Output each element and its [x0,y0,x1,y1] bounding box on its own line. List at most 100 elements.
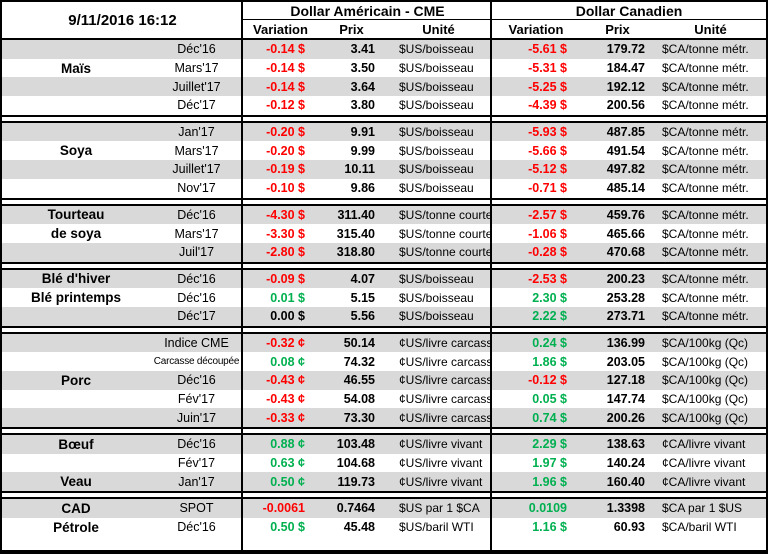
cad-price: 1.3398 [606,501,645,516]
usd-price: 104.68 [336,456,375,471]
table-row: Bœuf Déc'16 0.88 ¢ 103.48 ¢US/livre vivant 2.… [2,435,766,454]
section-divider [2,263,766,270]
cad-price: 60.93 [613,520,645,535]
datetime-label: 9/11/2016 16:12 [68,11,177,29]
cad-variation: 2.22 $ [532,309,567,324]
usd-unit: ¢US/livre carcasse [399,335,492,350]
cad-variation: -0.71 $ [528,181,567,196]
usd-unit: $US/boisseau [399,181,474,196]
usd-unit: $US/tonne courte [399,245,492,260]
commodity-label [2,123,150,142]
cad-unit: $CA/100kg (Qc) [662,354,749,369]
cad-section-title: Dollar Canadien [492,2,766,20]
usd-unit: $US/tonne courte [399,226,492,241]
commodity-label: Soya [59,143,93,159]
cad-unit-column-header: Unité [694,21,727,37]
cad-variation: 0.24 $ [532,335,567,350]
usd-unit: $US/baril WTI [399,520,474,535]
commodity-section: Déc'16 -0.14 $ 3.41 $US/boisseau -5.61 $ 179.… [2,40,766,117]
usd-variation: -0.10 $ [266,181,305,196]
contract-month: Jan'17 [178,474,215,489]
cad-variation: 2.29 $ [532,437,567,452]
usd-unit: ¢US/livre vivant [399,437,483,452]
contract-month: Juillet'17 [172,79,221,94]
usd-price: 5.15 [350,290,375,305]
commodity-label: Maïs [60,60,91,76]
usd-price: 3.50 [350,61,375,76]
usd-price: 74.32 [343,354,375,369]
cad-variation: 0.74 $ [532,410,567,425]
commodity-section: Blé d'hiver Déc'16 -0.09 $ 4.07 $US/boisseau… [2,269,766,328]
table-row: Déc'16 -0.14 $ 3.41 $US/boisseau -5.61 $ 179.… [2,40,766,59]
section-divider [2,493,766,500]
usd-price: 46.55 [343,373,375,388]
usd-variation: -0.14 $ [266,61,305,76]
usd-variation-column-header: Variation [253,21,308,37]
usd-price: 9.99 [350,143,375,158]
section-divider [2,199,766,206]
commodity-label: Pétrole [53,519,99,535]
usd-unit-column-header: Unité [422,21,455,37]
cad-unit: $CA/tonne métr. [662,125,749,140]
table-row: Porc Déc'16 -0.43 ¢ 46.55 ¢US/livre carcasse… [2,371,766,390]
table-row: Veau Jan'17 0.50 ¢ 119.73 ¢US/livre vivant 1.… [2,472,766,492]
cad-unit: $CA/tonne métr. [662,162,749,177]
usd-section-title: Dollar Américain - CME [243,2,492,20]
table-row: de soya Mars'17 -3.30 $ 315.40 $US/tonne cou… [2,224,766,243]
commodity-label: Veau [60,474,92,490]
table-row: Jan'17 -0.20 $ 9.91 $US/boisseau -5.93 $ 487.… [2,122,766,142]
table-row: Juil'17 -2.80 $ 318.80 $US/tonne courte -0.2… [2,242,766,262]
cad-variation: -5.31 $ [528,61,567,76]
cad-unit: $CA/tonne métr. [662,61,749,76]
commodity-label [2,352,150,371]
contract-month: Carcasse découpée [153,356,240,368]
usd-price: 9.91 [350,125,375,140]
usd-price: 3.80 [350,98,375,113]
cad-variation: -5.25 $ [528,79,567,94]
usd-unit: ¢US/livre carcasse [399,410,492,425]
cad-variation: -0.12 $ [528,373,567,388]
commodity-label [2,307,150,326]
cad-unit: ¢CA/livre vivant [662,437,746,452]
commodity-label [2,179,150,198]
commodity-section: Indice CME -0.32 ¢ 50.14 ¢US/livre carcasse… [2,333,766,430]
table-row: Juin'17 -0.33 ¢ 73.30 ¢US/livre carcasse 0.7… [2,408,766,428]
usd-variation: -0.19 $ [266,162,305,177]
contract-month: Fév'17 [177,456,216,471]
table-row: Nov'17 -0.10 $ 9.86 $US/boisseau -0.71 $ 485.… [2,178,766,198]
contract-month: Déc'16 [177,42,216,57]
usd-variation: 0.00 $ [270,309,305,324]
contract-month: Juin'17 [176,410,217,425]
usd-unit: $US/boisseau [399,271,474,286]
usd-price: 315.40 [336,226,375,241]
cad-price: 465.66 [606,226,645,241]
table-row: Maïs Mars'17 -0.14 $ 3.50 $US/boisseau -5.31 … [2,58,766,78]
cad-price: 487.85 [606,125,645,140]
contract-month: Déc'16 [177,271,216,286]
cad-header-block: Dollar Canadien Variation Prix Unité [492,2,766,38]
table-row: Juillet'17 -0.19 $ 10.11 $US/boisseau -5.12 … [2,160,766,179]
commodity-label: CAD [61,500,91,516]
cad-variation: -1.06 $ [528,226,567,241]
table-row: Fév'17 0.63 ¢ 104.68 ¢US/livre vivant 1.97 $… [2,453,766,473]
cad-variation: 0.0109 [528,501,567,516]
section-divider [2,327,766,334]
vertical-divider-right [490,2,492,550]
commodity-label: Porc [60,372,91,388]
contract-month: Juillet'17 [172,162,221,177]
usd-price: 5.56 [350,309,375,324]
usd-price-column-header: Prix [339,21,364,37]
commodity-section: Bœuf Déc'16 0.88 ¢ 103.48 ¢US/livre vivant 2.… [2,435,766,494]
cad-unit: $CA/tonne métr. [662,245,749,260]
cad-price: 470.68 [606,245,645,260]
usd-unit: $US/boisseau [399,309,474,324]
usd-variation: 0.50 ¢ [270,474,305,489]
usd-variation: 0.63 ¢ [270,456,305,471]
usd-variation: 0.88 ¢ [270,437,305,452]
contract-month: Mars'17 [174,143,219,158]
cad-variation: -0.28 $ [528,245,567,260]
usd-unit: ¢US/livre carcasse [399,354,492,369]
commodity-label: Blé d'hiver [41,271,111,287]
contract-month: Déc'16 [177,373,216,388]
cad-unit: $CA/tonne métr. [662,79,749,94]
